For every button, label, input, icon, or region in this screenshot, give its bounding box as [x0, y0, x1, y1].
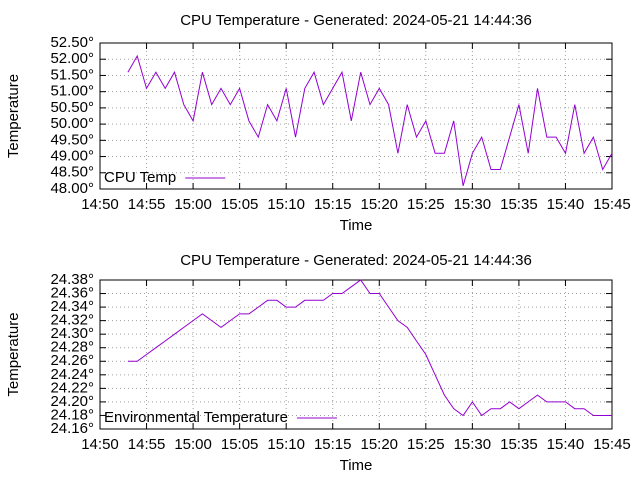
y-tick-label: 24.20° — [50, 393, 94, 410]
y-tick-label: 52.00° — [50, 50, 94, 67]
x-tick-label: 15:45 — [593, 436, 631, 453]
y-tick-label: 24.16° — [50, 420, 94, 437]
y-tick-label: 49.00° — [50, 148, 94, 165]
y-tick-label: 49.50° — [50, 131, 94, 148]
y-tick-label: 48.00° — [50, 180, 94, 197]
y-tick-label: 24.22° — [50, 379, 94, 396]
x-tick-label: 15:00 — [174, 196, 212, 213]
x-tick-label: 15:40 — [547, 436, 585, 453]
x-tick-label: 14:55 — [128, 436, 166, 453]
y-axis-label: Temperature — [5, 312, 22, 396]
y-tick-label: 24.24° — [50, 366, 94, 383]
x-tick-label: 15:20 — [360, 196, 398, 213]
chart-title: CPU Temperature - Generated: 2024-05-21 … — [180, 252, 532, 269]
x-tick-label: 14:55 — [128, 196, 166, 213]
x-tick-label: 15:25 — [407, 436, 445, 453]
y-tick-label: 48.50° — [50, 164, 94, 181]
x-axis-label: Time — [340, 217, 373, 234]
x-tick-label: 15:15 — [314, 196, 352, 213]
data-line — [127, 54, 613, 186]
x-tick-label: 15:05 — [221, 436, 259, 453]
y-tick-label: 24.18° — [50, 406, 94, 423]
x-tick-label: 15:10 — [267, 436, 305, 453]
legend-label: CPU Temp — [104, 169, 176, 186]
y-tick-label: 50.50° — [50, 99, 94, 116]
x-tick-label: 15:00 — [174, 436, 212, 453]
x-tick-label: 15:30 — [454, 436, 492, 453]
chart-title: CPU Temperature - Generated: 2024-05-21 … — [180, 12, 532, 29]
y-tick-label: 24.32° — [50, 312, 94, 329]
y-axis-label: Temperature — [5, 74, 22, 158]
plot-frame — [99, 42, 613, 190]
y-tick-label: 52.50° — [50, 34, 94, 51]
data-line — [127, 279, 612, 417]
x-tick-label: 14:50 — [81, 436, 119, 453]
x-tick-label: 15:30 — [454, 196, 492, 213]
y-tick-label: 24.38° — [50, 271, 94, 288]
x-tick-label: 15:45 — [593, 196, 631, 213]
x-tick-label: 15:35 — [500, 196, 538, 213]
y-tick-label: 51.00° — [50, 83, 94, 100]
y-tick-label: 51.50° — [50, 66, 94, 83]
y-tick-label: 24.36° — [50, 285, 94, 302]
x-tick-label: 15:20 — [360, 436, 398, 453]
x-tick-label: 15:40 — [547, 196, 585, 213]
y-tick-label: 24.28° — [50, 339, 94, 356]
x-tick-label: 15:15 — [314, 436, 352, 453]
legend-label: Environmental Temperature — [104, 409, 288, 426]
x-tick-label: 14:50 — [81, 196, 119, 213]
x-tick-label: 15:10 — [267, 196, 305, 213]
y-tick-label: 50.00° — [50, 115, 94, 132]
y-tick-label: 24.34° — [50, 298, 94, 315]
x-tick-label: 15:25 — [407, 196, 445, 213]
plot-frame — [99, 279, 613, 430]
y-tick-label: 24.30° — [50, 325, 94, 342]
x-axis-label: Time — [340, 457, 373, 474]
x-tick-label: 15:05 — [221, 196, 259, 213]
y-tick-label: 24.26° — [50, 352, 94, 369]
x-tick-label: 15:35 — [500, 436, 538, 453]
